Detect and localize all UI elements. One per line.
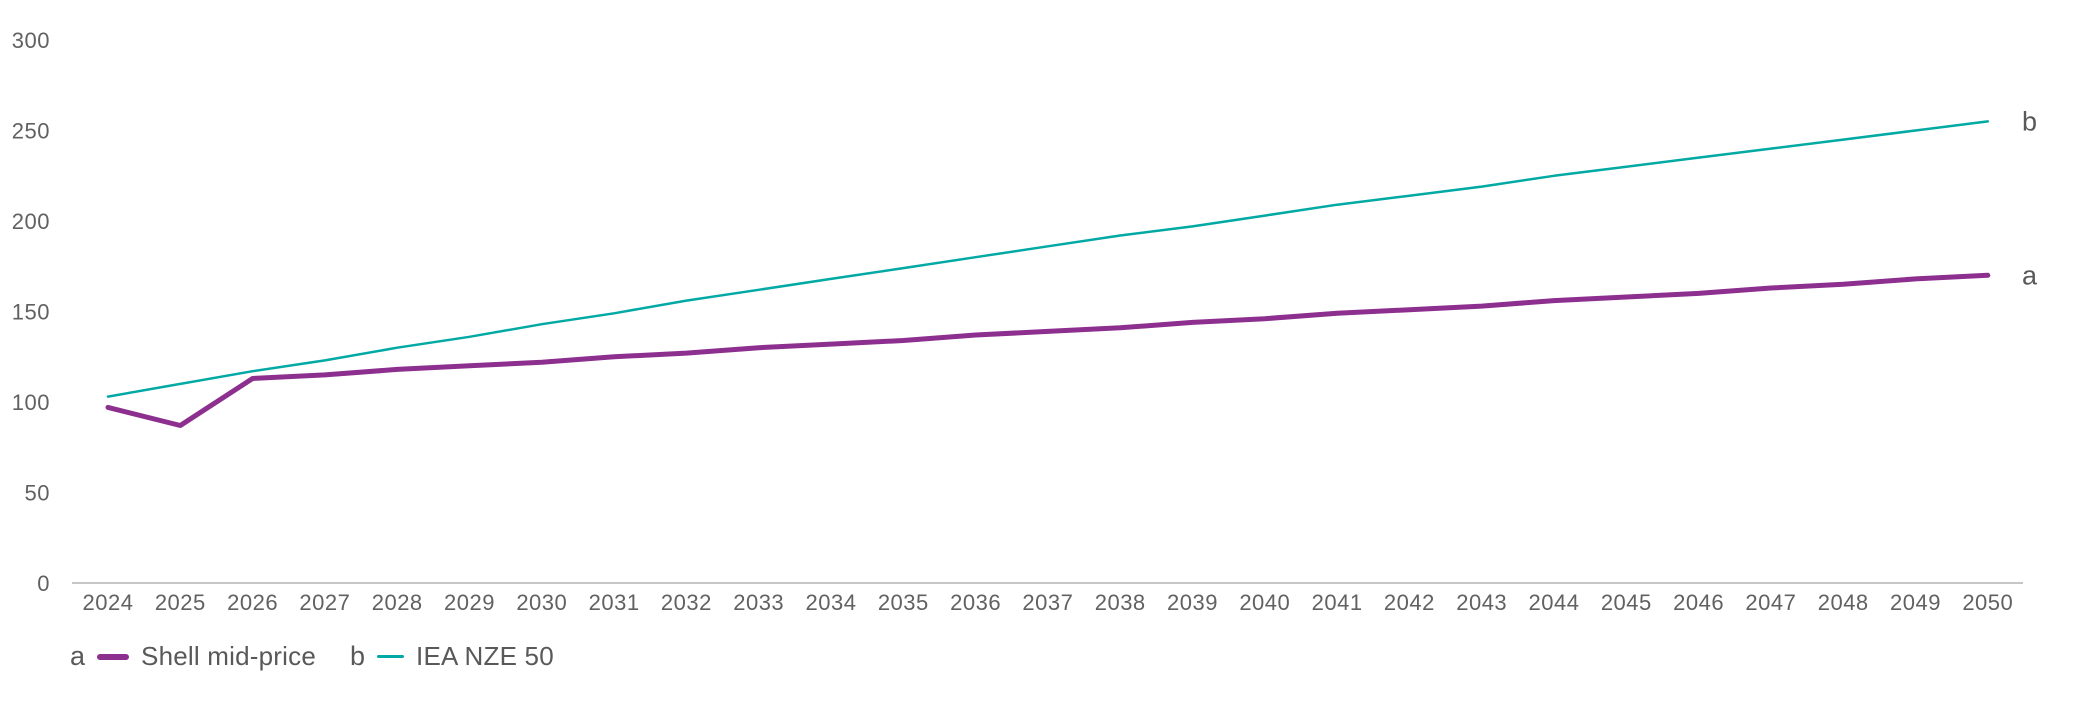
legend-line-swatch-teal (377, 655, 405, 658)
series-line-a (105, 272, 1991, 428)
x-axis-tick-label: 2032 (661, 590, 712, 615)
legend-line-swatch-purple (97, 653, 130, 660)
x-axis-tick-label: 2034 (806, 590, 857, 615)
x-axis-tick-label: 2039 (1167, 590, 1218, 615)
x-axis-tick-label: 2024 (83, 590, 134, 615)
x-axis-tick-label: 2031 (589, 590, 640, 615)
x-axis-tick-label: 2027 (299, 590, 350, 615)
legend-series-label-iea-nze-50: IEA NZE 50 (416, 641, 554, 671)
x-axis-tick-label: 2030 (516, 590, 567, 615)
legend-item-iea-nze-50: b IEA NZE 50 (350, 641, 554, 672)
legend-series-letter-b: b (349, 641, 366, 671)
legend-series-letter-a: a (70, 641, 86, 671)
x-axis-tick-label: 2028 (372, 590, 423, 615)
x-axis-tick-label: 2035 (878, 590, 929, 615)
x-axis-tick-label: 2033 (733, 590, 784, 615)
x-axis-tick-label: 2041 (1312, 590, 1363, 615)
x-axis-tick-label: 2050 (1962, 590, 2013, 615)
x-axis-tick-label: 2044 (1529, 590, 1580, 615)
x-axis-tick-label: 2047 (1745, 590, 1796, 615)
x-axis-tick-label: 2026 (227, 590, 278, 615)
y-axis-tick-label: 300 (12, 28, 50, 53)
x-axis-tick-label: 2043 (1456, 590, 1507, 615)
x-axis-tick-label: 2048 (1818, 590, 1869, 615)
x-axis-tick-label: 2046 (1673, 590, 1724, 615)
x-axis-tick-label: 2042 (1384, 590, 1435, 615)
x-axis-tick-label: 2049 (1890, 590, 1941, 615)
series-end-label-b: b (2022, 106, 2037, 136)
x-axis-tick-label: 2038 (1095, 590, 1146, 615)
x-axis-tick-label: 2029 (444, 590, 495, 615)
chart-legend: a Shell mid-price b IEA NZE 50 (70, 641, 554, 672)
y-axis-tick-label: 100 (12, 390, 50, 415)
legend-item-shell-mid-price: a Shell mid-price (70, 641, 316, 672)
y-axis-tick-label: 250 (12, 119, 50, 144)
series-end-label-a: a (2022, 260, 2038, 290)
x-axis-tick-label: 2036 (950, 590, 1001, 615)
x-axis-tick-label: 2037 (1022, 590, 1073, 615)
x-axis-tick-label: 2040 (1239, 590, 1290, 615)
y-axis-tick-label: 50 (25, 481, 50, 506)
series-line-b (106, 120, 1990, 398)
x-axis-tick-label: 2045 (1601, 590, 1652, 615)
y-axis-tick-label: 150 (12, 300, 50, 325)
y-axis-tick-label: 200 (12, 209, 50, 234)
legend-series-label-shell-mid-price: Shell mid-price (141, 641, 316, 671)
y-axis-tick-label: 0 (37, 571, 50, 596)
x-axis-tick-label: 2025 (155, 590, 206, 615)
